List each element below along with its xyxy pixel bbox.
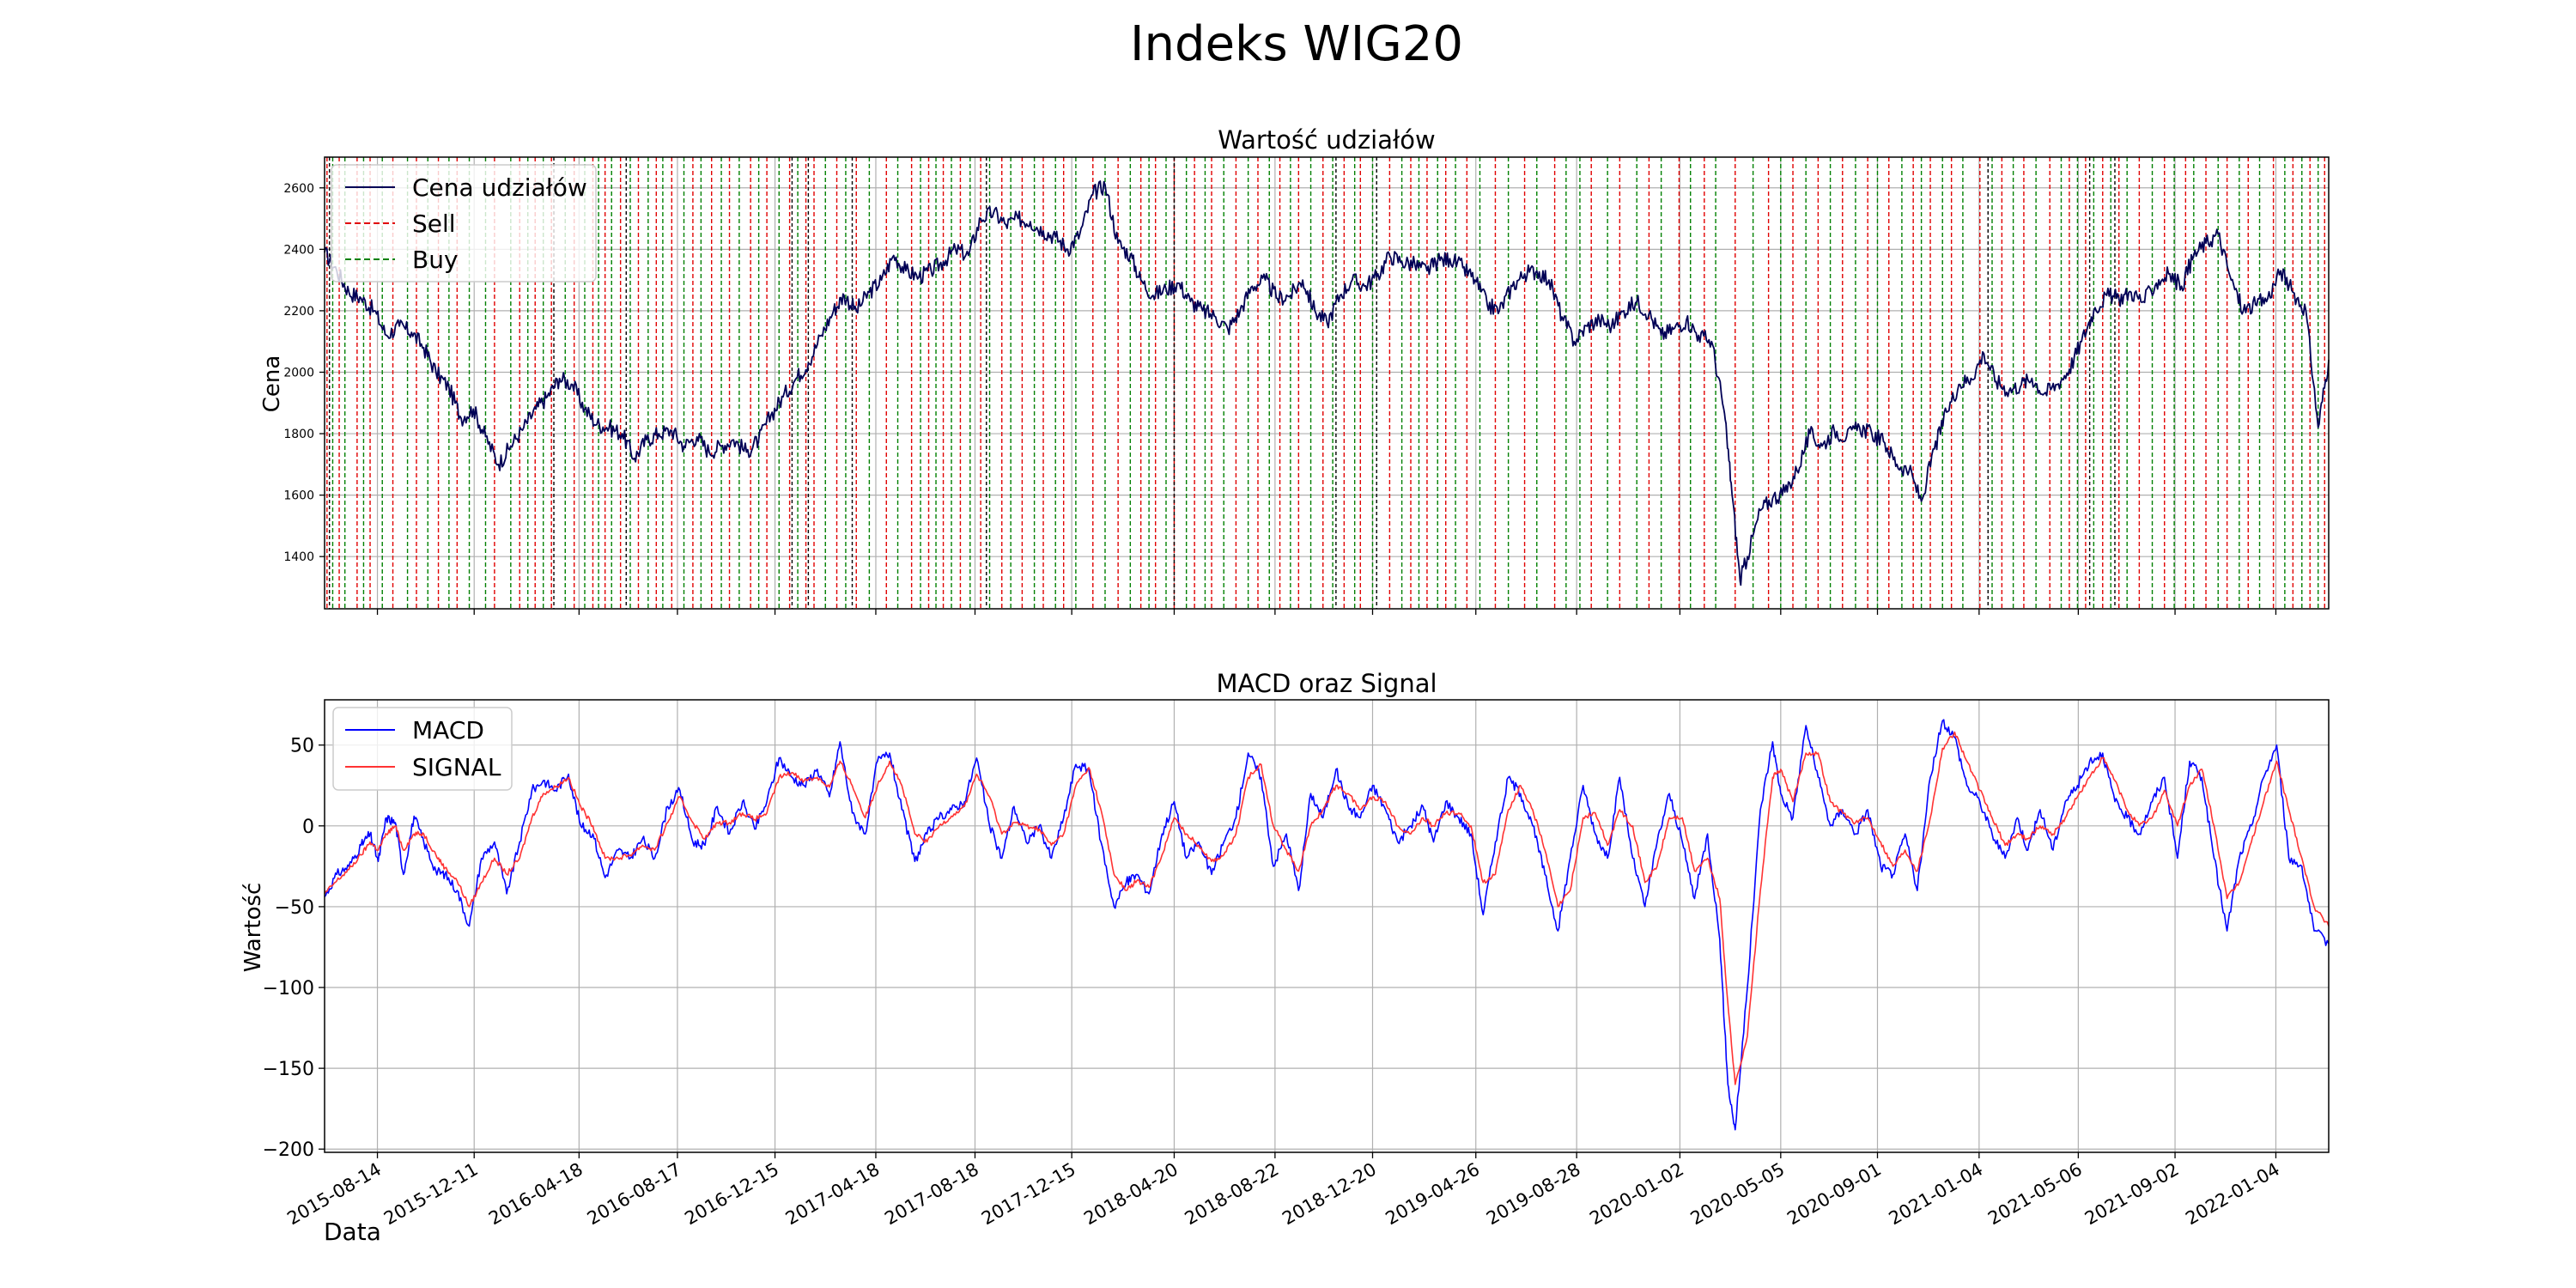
macd-y-tick-label: −200 xyxy=(263,1139,314,1161)
price-y-axis-label: Cena xyxy=(259,355,285,413)
x-tick-label: 2020-01-02 xyxy=(1586,1159,1687,1230)
price-axes-frame xyxy=(324,156,2330,610)
price-grid xyxy=(325,157,2329,609)
x-tick-label: 2019-08-28 xyxy=(1483,1159,1584,1230)
macd-y-tick-label: −150 xyxy=(263,1059,314,1080)
x-tick-label: 2019-04-26 xyxy=(1382,1159,1484,1230)
price-legend: Cena udziałów Sell Buy xyxy=(331,164,597,283)
x-tick-label: 2016-08-17 xyxy=(584,1159,685,1230)
legend-label-sell: Sell xyxy=(412,210,456,238)
x-tick-label: 2016-12-15 xyxy=(681,1159,782,1230)
legend-label-signal: SIGNAL xyxy=(412,753,501,781)
macd-panel: MACD oraz Signal Wartość Data 2015-08-14… xyxy=(240,669,2330,1246)
x-tick-label: 2017-12-15 xyxy=(978,1159,1079,1230)
x-tick-label: 2017-08-18 xyxy=(881,1159,982,1230)
macd-legend-box xyxy=(332,707,513,791)
figure-title: Indeks WIG20 xyxy=(1130,16,1463,72)
x-axis-label: Data xyxy=(324,1218,381,1246)
x-tick-label: 2016-04-18 xyxy=(485,1159,586,1230)
macd-axes-frame xyxy=(324,699,2330,1153)
price-panel: Wartość udziałów Cena 1400 1600 1800 2000 22… xyxy=(259,125,2330,615)
legend-label-price: Cena udziałów xyxy=(412,173,587,202)
macd-lines xyxy=(324,719,2330,1131)
price-panel-title: Wartość udziałów xyxy=(1218,125,1435,155)
macd-y-tick-label: −50 xyxy=(275,897,314,919)
x-tick-label: 2018-12-20 xyxy=(1279,1159,1380,1230)
price-x-ticks xyxy=(376,609,2277,615)
macd-y-tick-label: 50 xyxy=(290,736,314,757)
price-legend-box xyxy=(331,164,597,283)
price-y-tick-label: 2000 xyxy=(283,366,314,380)
x-tick-label: 2018-08-22 xyxy=(1182,1159,1283,1230)
x-tick-label: 2018-04-20 xyxy=(1080,1159,1182,1230)
x-tick-label: 2021-01-04 xyxy=(1886,1159,1987,1230)
price-y-tick-label: 1800 xyxy=(283,428,314,441)
macd-panel-title: MACD oraz Signal xyxy=(1216,669,1437,698)
signal-line xyxy=(324,731,2330,1085)
macd-y-tick-label: −100 xyxy=(263,978,314,999)
macd-y-axis-label: Wartość xyxy=(240,883,266,973)
price-y-tick-label: 2600 xyxy=(283,182,314,196)
x-tick-label: 2015-12-11 xyxy=(380,1159,482,1230)
price-y-tick-label: 2400 xyxy=(283,243,314,257)
price-y-ticks: 1400 1600 1800 2000 2200 2400 2600 xyxy=(283,182,325,564)
macd-legend: MACD SIGNAL xyxy=(332,707,513,791)
x-tick-label: 2017-04-18 xyxy=(782,1159,884,1230)
price-line-group xyxy=(324,180,2330,586)
macd-y-ticks: 50 0 −50 −100 −150 −200 xyxy=(263,736,325,1161)
price-y-tick-label: 1600 xyxy=(283,489,314,503)
price-y-tick-label: 1400 xyxy=(283,550,314,564)
price-y-tick-label: 2200 xyxy=(283,305,314,319)
x-tick-label: 2022-01-04 xyxy=(2182,1159,2283,1230)
x-tick-label: 2021-05-06 xyxy=(1984,1159,2086,1230)
x-tick-label: 2020-09-01 xyxy=(1783,1159,1885,1230)
x-tick-label: 2021-09-02 xyxy=(2081,1159,2183,1230)
macd-y-tick-label: 0 xyxy=(302,817,314,838)
macd-grid xyxy=(325,700,2329,1152)
legend-label-buy: Buy xyxy=(412,246,459,274)
x-tick-label: 2020-05-05 xyxy=(1687,1159,1789,1230)
price-line xyxy=(324,180,2330,586)
legend-label-macd: MACD xyxy=(412,716,484,744)
